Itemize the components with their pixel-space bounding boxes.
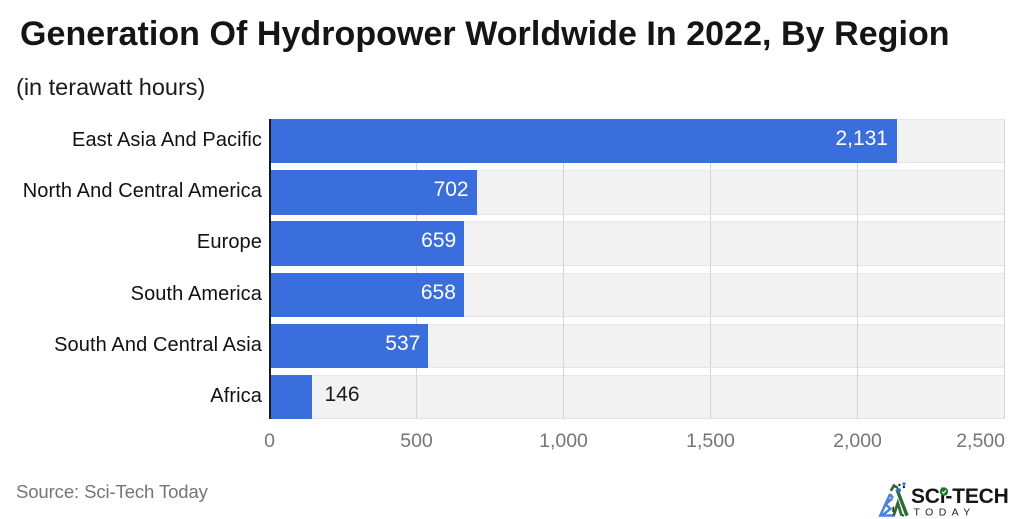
svg-text:SCi-TECH: SCi-TECH xyxy=(911,485,1009,508)
svg-text:TODAY: TODAY xyxy=(914,506,976,518)
